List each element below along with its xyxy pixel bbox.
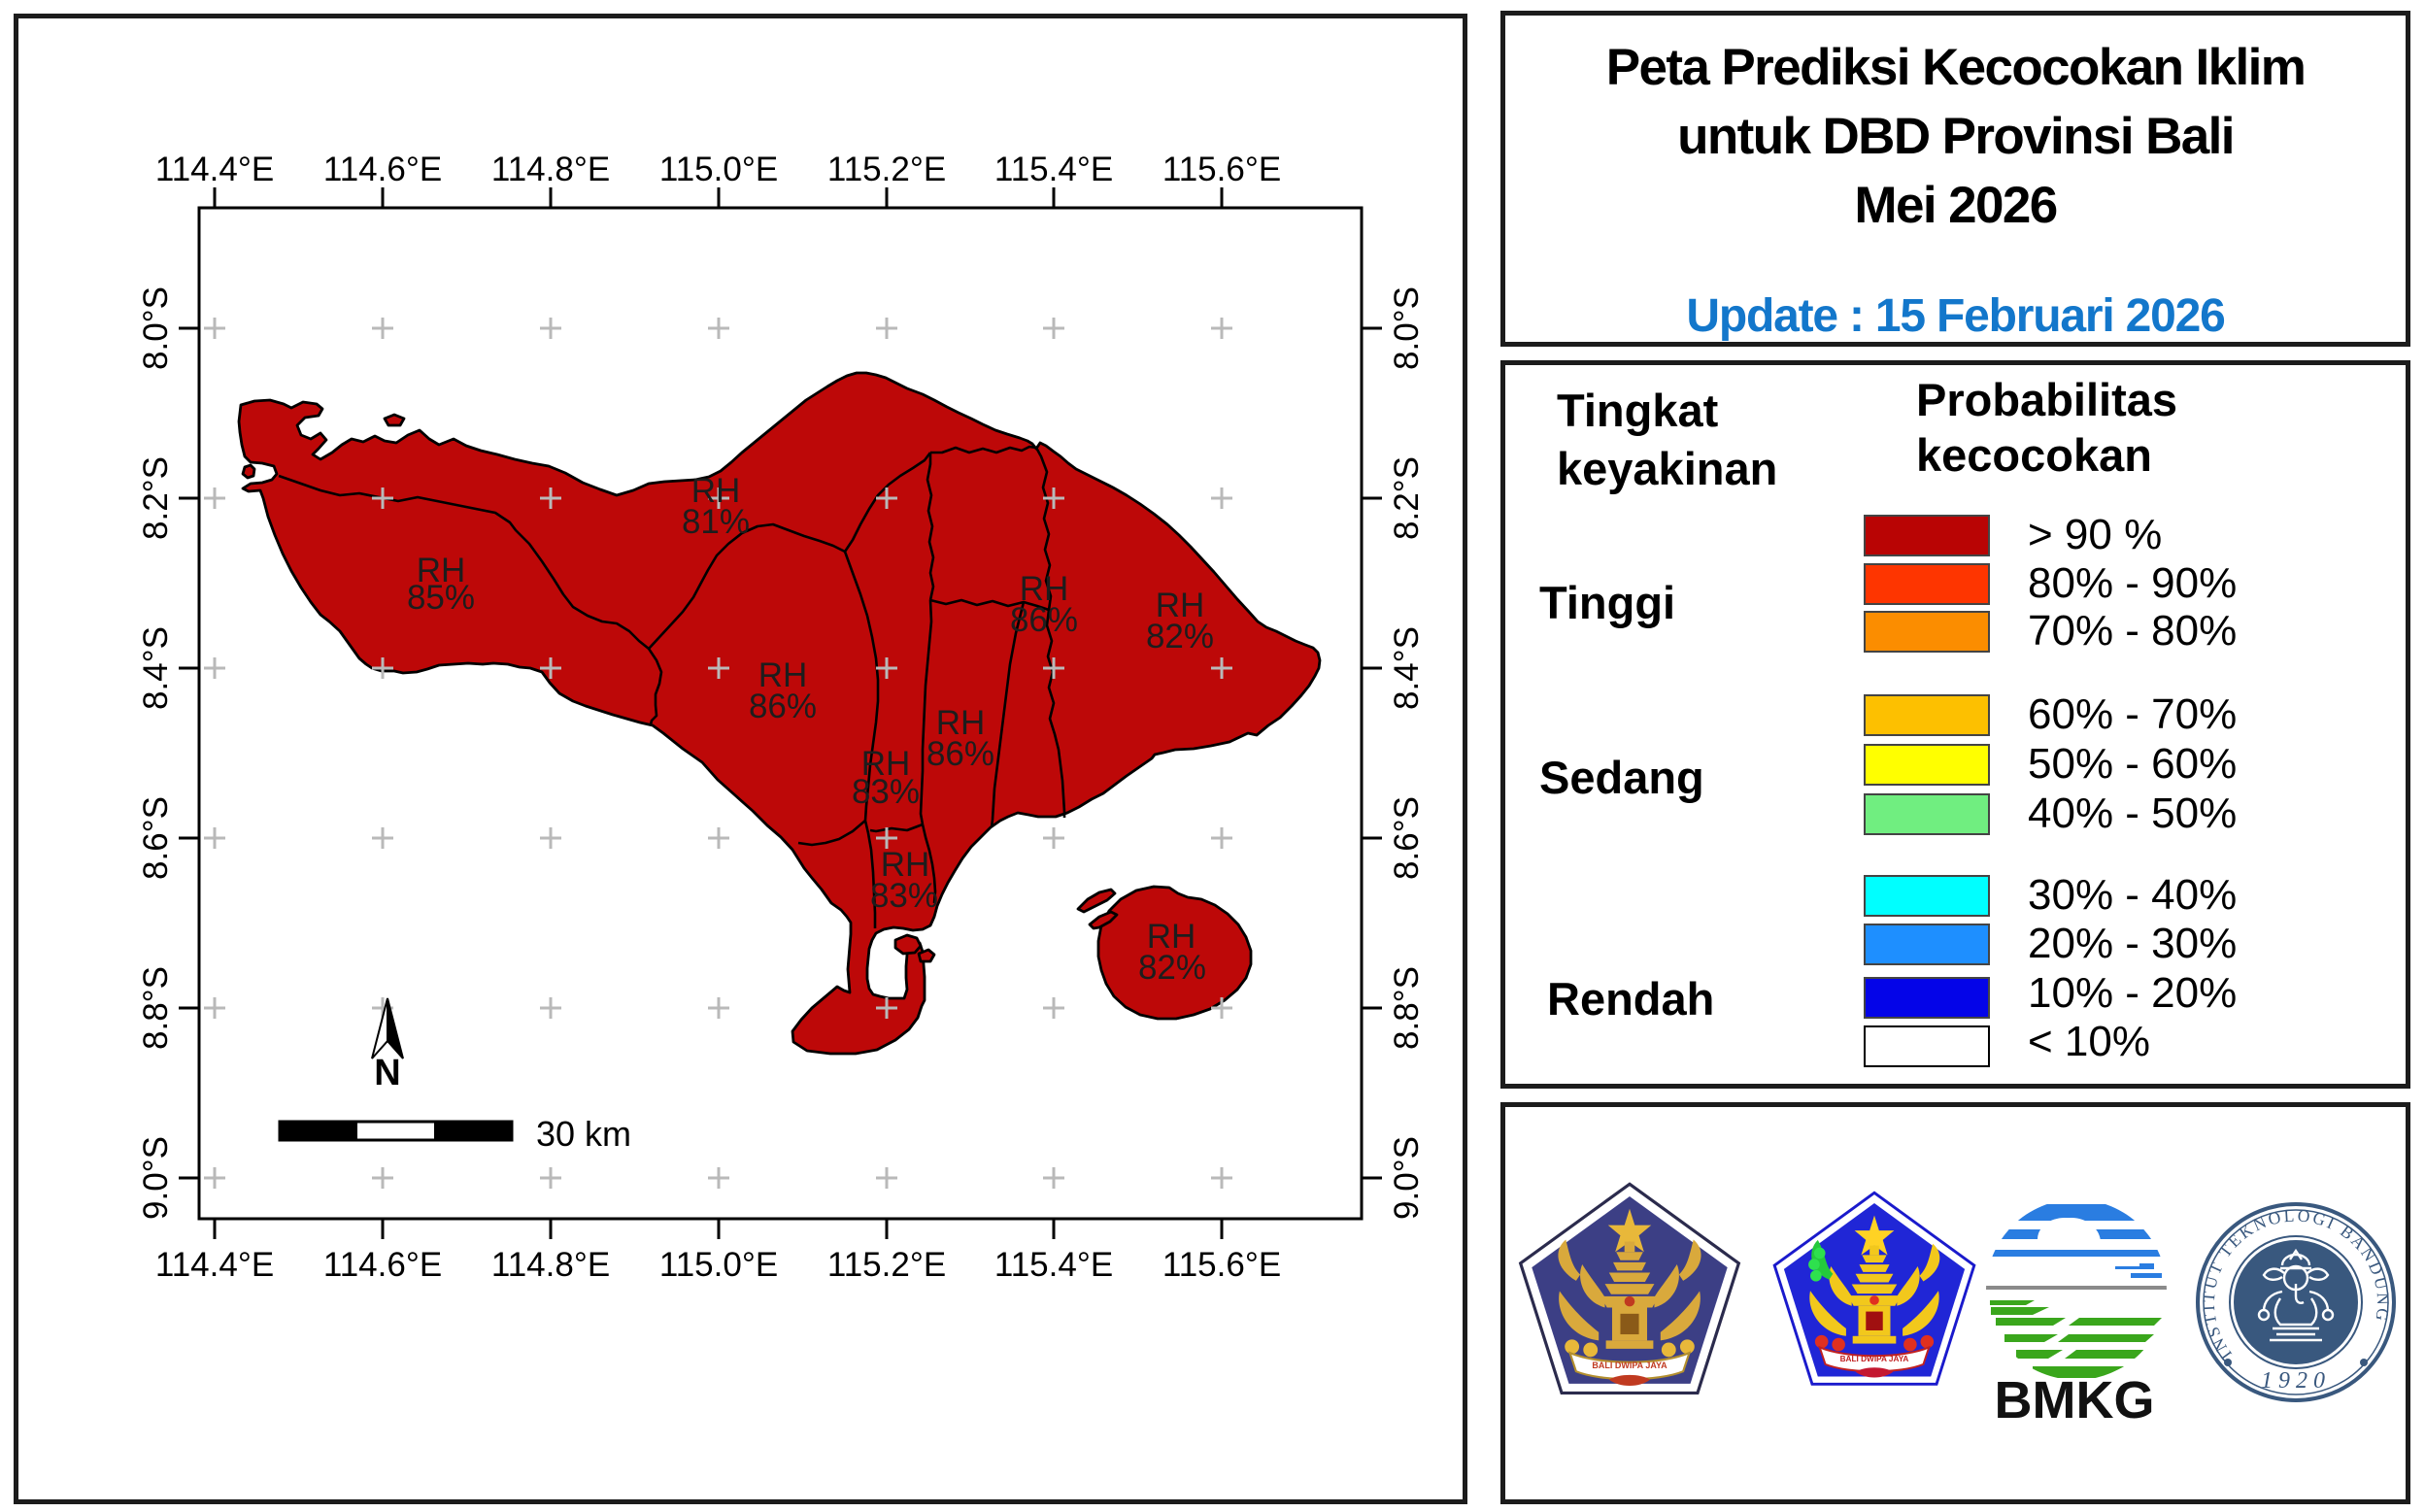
svg-text:81%: 81% bbox=[682, 503, 750, 541]
svg-text:86%: 86% bbox=[926, 735, 994, 773]
svg-text:RH: RH bbox=[1020, 570, 1069, 608]
svg-text:1920: 1920 bbox=[2261, 1368, 2331, 1394]
svg-text:114.4°E: 114.4°E bbox=[155, 151, 274, 188]
svg-text:114.8°E: 114.8°E bbox=[491, 1246, 610, 1284]
svg-text:BMKG: BMKG bbox=[1995, 1371, 2155, 1429]
svg-text:8.4°S: 8.4°S bbox=[1388, 626, 1426, 710]
svg-text:9.0°S: 9.0°S bbox=[137, 1136, 175, 1220]
svg-text:8.8°S: 8.8°S bbox=[137, 966, 175, 1050]
svg-text:115.6°E: 115.6°E bbox=[1162, 151, 1281, 188]
svg-text:115.0°E: 115.0°E bbox=[659, 1246, 778, 1284]
svg-text:8.6°S: 8.6°S bbox=[1388, 796, 1426, 880]
svg-text:86%: 86% bbox=[749, 688, 817, 725]
svg-text:82%: 82% bbox=[1146, 618, 1214, 655]
svg-text:8.0°S: 8.0°S bbox=[137, 286, 175, 370]
svg-text:85%: 85% bbox=[407, 579, 475, 617]
svg-text:114.6°E: 114.6°E bbox=[323, 1246, 442, 1284]
svg-text:8.0°S: 8.0°S bbox=[1388, 286, 1426, 370]
svg-text:86%: 86% bbox=[1010, 601, 1078, 639]
svg-text:8.2°S: 8.2°S bbox=[1388, 456, 1426, 540]
svg-text:115.0°E: 115.0°E bbox=[659, 151, 778, 188]
svg-text:83%: 83% bbox=[852, 773, 920, 811]
svg-text:N: N bbox=[374, 1053, 400, 1093]
svg-text:8.4°S: 8.4°S bbox=[137, 626, 175, 710]
svg-text:30 km: 30 km bbox=[536, 1114, 631, 1154]
svg-text:RH: RH bbox=[691, 472, 741, 510]
svg-text:9.0°S: 9.0°S bbox=[1388, 1136, 1426, 1220]
svg-text:RH: RH bbox=[936, 704, 986, 742]
svg-text:83%: 83% bbox=[870, 877, 938, 915]
svg-text:114.6°E: 114.6°E bbox=[323, 151, 442, 188]
svg-text:8.2°S: 8.2°S bbox=[137, 456, 175, 540]
svg-text:RH: RH bbox=[417, 552, 466, 589]
svg-text:RH: RH bbox=[1156, 587, 1205, 624]
svg-text:115.2°E: 115.2°E bbox=[827, 1246, 946, 1284]
svg-text:RH: RH bbox=[758, 656, 808, 694]
svg-text:115.6°E: 115.6°E bbox=[1162, 1246, 1281, 1284]
svg-text:114.4°E: 114.4°E bbox=[155, 1246, 274, 1284]
svg-text:RH: RH bbox=[881, 846, 930, 884]
svg-text:115.2°E: 115.2°E bbox=[827, 151, 946, 188]
svg-text:115.4°E: 115.4°E bbox=[994, 1246, 1113, 1284]
svg-text:BALI DWIPA JAYA: BALI DWIPA JAYA bbox=[1592, 1361, 1667, 1370]
svg-text:114.8°E: 114.8°E bbox=[491, 151, 610, 188]
svg-text:82%: 82% bbox=[1138, 949, 1206, 987]
svg-text:RH: RH bbox=[1147, 918, 1196, 956]
svg-text:RH: RH bbox=[861, 745, 911, 783]
svg-text:8.8°S: 8.8°S bbox=[1388, 966, 1426, 1050]
svg-text:8.6°S: 8.6°S bbox=[137, 796, 175, 880]
svg-text:115.4°E: 115.4°E bbox=[994, 151, 1113, 188]
svg-text:BALI DWIPA JAYA: BALI DWIPA JAYA bbox=[1840, 1355, 1909, 1363]
